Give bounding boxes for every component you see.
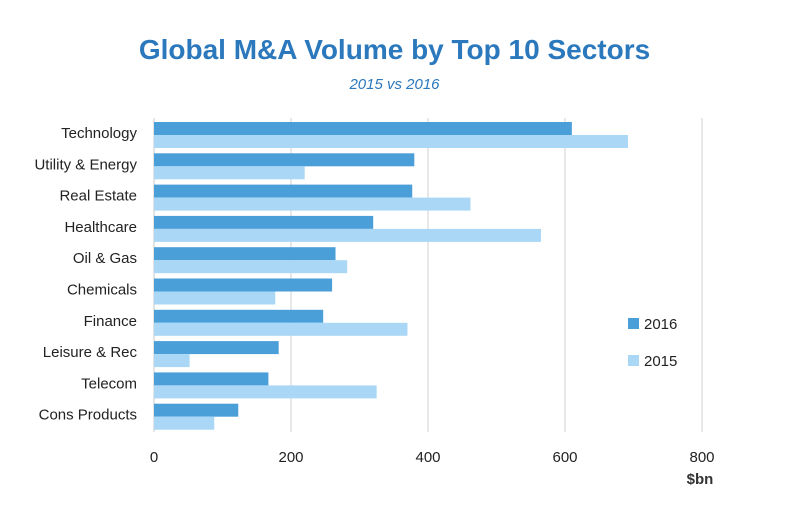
category-label: Technology [61, 125, 137, 142]
category-label: Real Estate [59, 188, 137, 205]
bar-2015-5 [154, 291, 276, 305]
legend-swatch-2016 [628, 318, 639, 329]
bar-2015-0 [154, 135, 629, 148]
category-label: Chemicals [67, 282, 137, 299]
category-label: Oil & Gas [73, 250, 137, 267]
bar-2015-8 [154, 385, 377, 399]
legend-label-2015: 2015 [644, 353, 677, 370]
category-label: Telecom [81, 375, 137, 392]
bar-2016-3 [154, 215, 374, 229]
bar-2015-3 [154, 228, 542, 242]
bar-2016-1 [154, 153, 415, 167]
category-label: Cons Products [39, 407, 137, 424]
bar-2016-8 [154, 372, 269, 386]
bar-2016-9 [154, 403, 239, 417]
bar-2016-2 [154, 184, 413, 198]
bar-2016-5 [154, 278, 333, 292]
chart-title: Global M&A Volume by Top 10 Sectors [138, 34, 651, 65]
legend-label-2016: 2016 [644, 316, 677, 333]
category-label: Utility & Energy [34, 156, 137, 173]
category-label: Finance [84, 313, 137, 330]
x-tick-label: 400 [415, 449, 440, 466]
category-label: Leisure & Rec [43, 344, 138, 361]
bar-2015-9 [154, 416, 215, 430]
chart-subtitle: 2015 vs 2016 [349, 76, 440, 93]
bar-2016-6 [154, 309, 324, 323]
bar-2015-4 [154, 260, 348, 274]
bar-2016-0 [154, 122, 572, 135]
legend-swatch-2015 [628, 355, 639, 366]
bar-2016-4 [154, 247, 336, 261]
x-tick-label: 800 [689, 449, 714, 466]
x-tick-label: 0 [150, 449, 158, 466]
bar-2015-7 [154, 354, 190, 368]
bar-2015-2 [154, 197, 471, 211]
bar-2015-6 [154, 322, 408, 336]
bar-2015-1 [154, 166, 305, 180]
x-tick-label: 200 [278, 449, 303, 466]
x-tick-label: 600 [552, 449, 577, 466]
category-label: Healthcare [64, 219, 137, 236]
x-axis-unit-label: $bn [687, 471, 714, 488]
bar-2016-7 [154, 341, 279, 355]
